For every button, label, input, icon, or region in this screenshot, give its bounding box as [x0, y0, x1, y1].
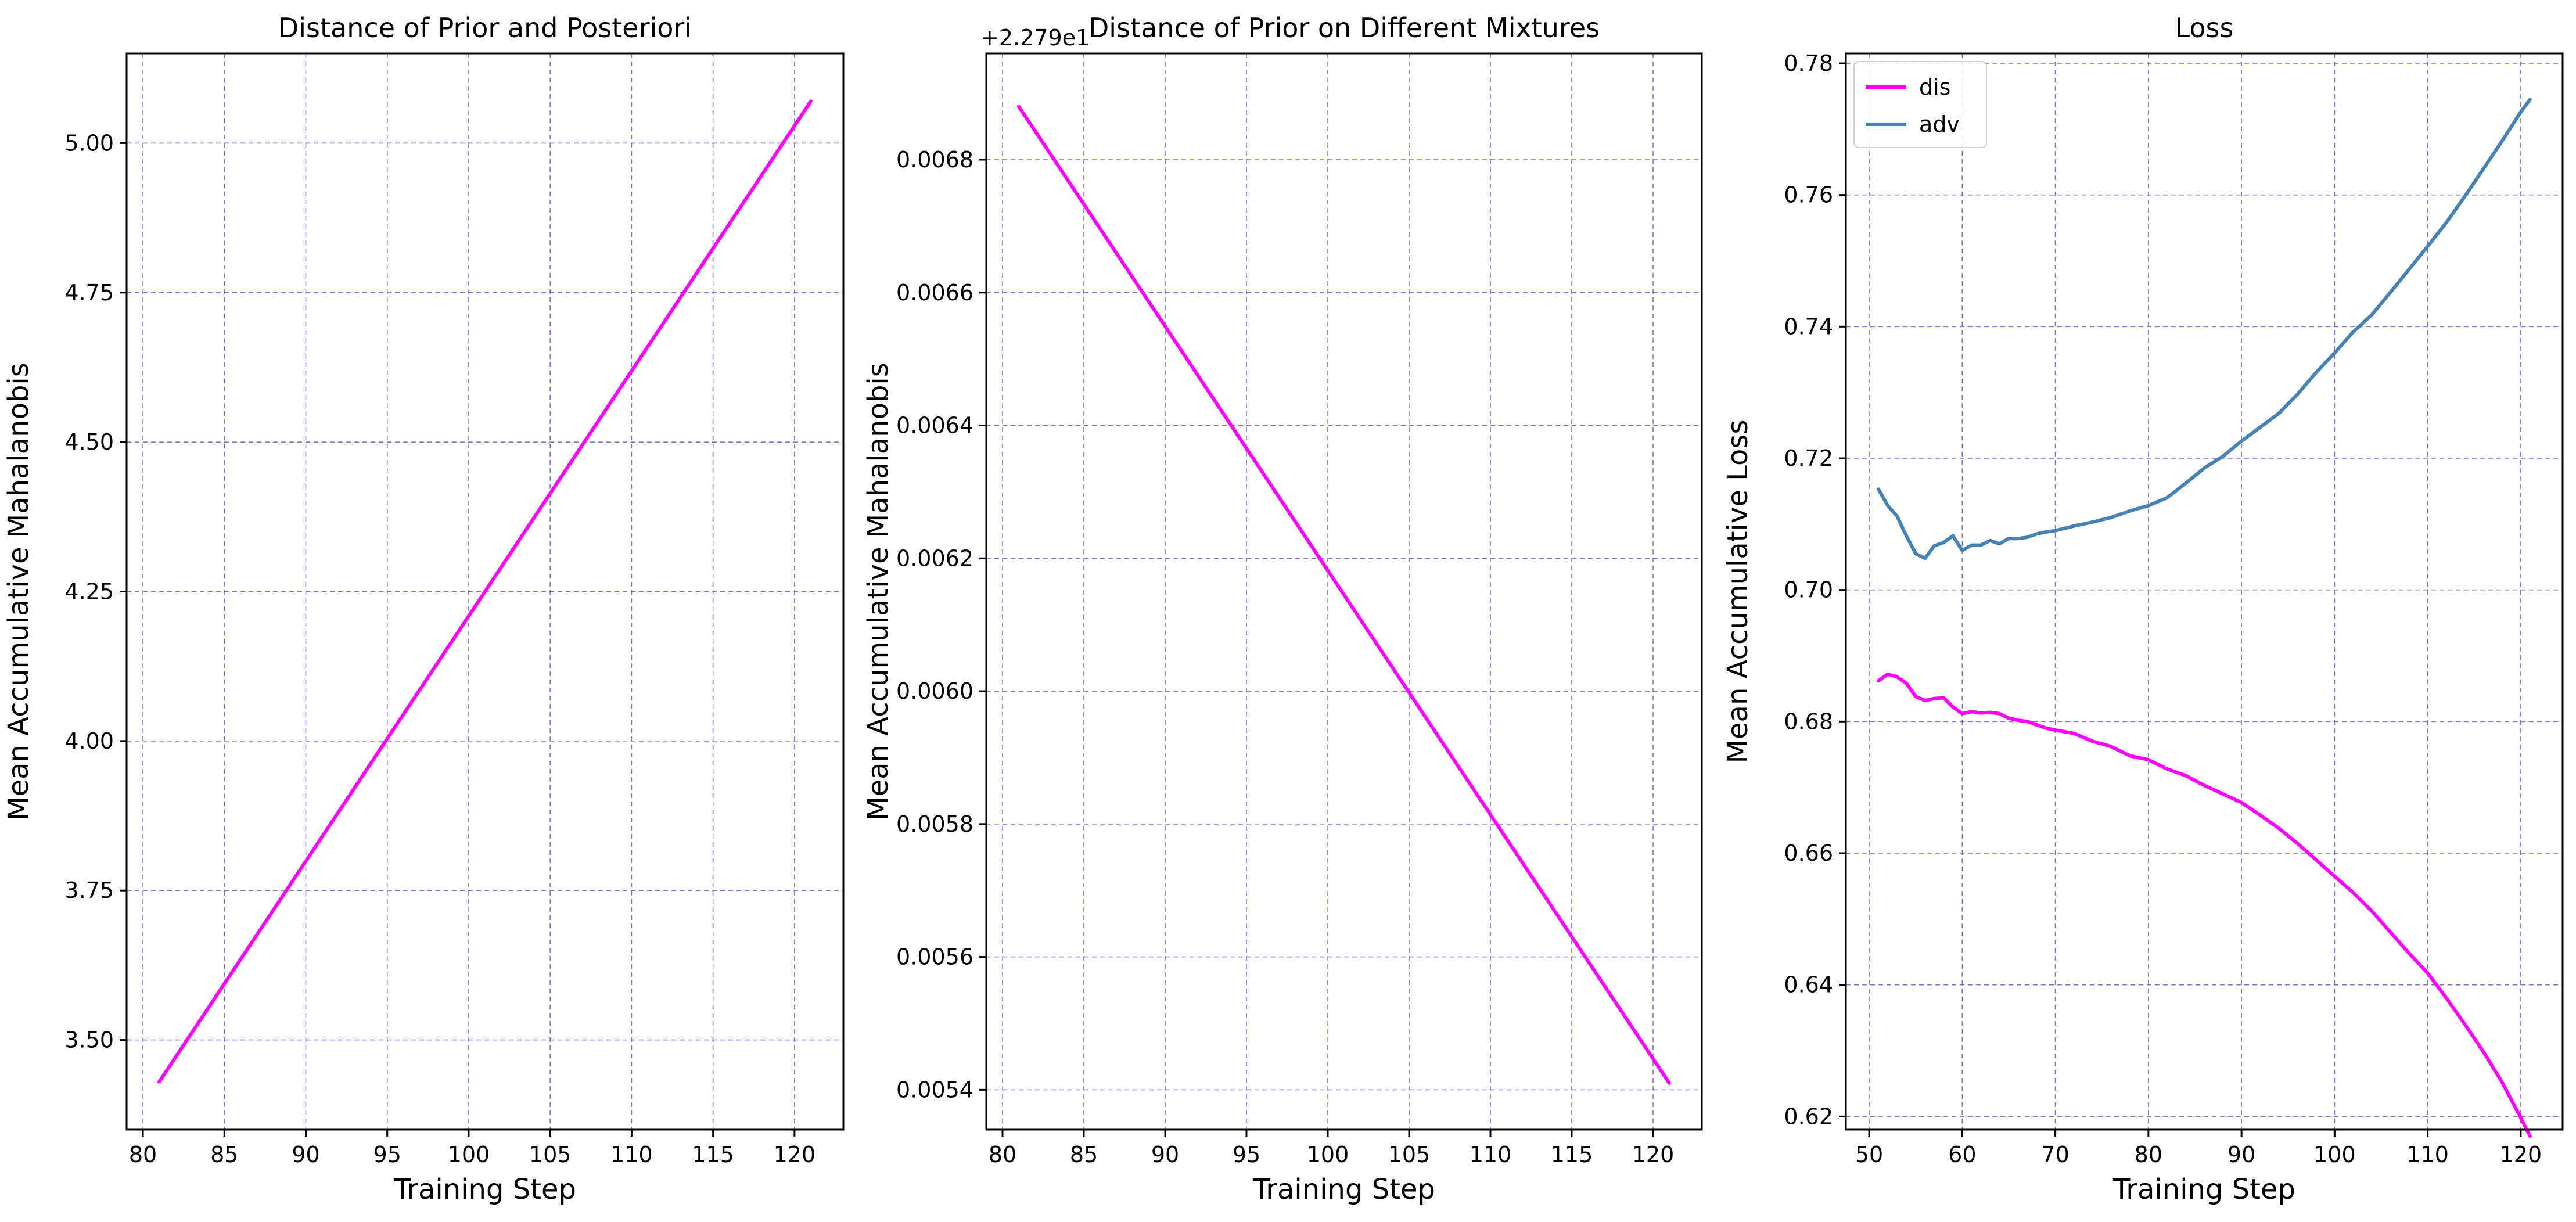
- x-tick-label: 115: [692, 1142, 734, 1167]
- x-tick-label: 120: [1632, 1142, 1675, 1167]
- x-tick-label: 70: [2041, 1142, 2069, 1167]
- y-axis-label: Mean Accumulative Loss: [1722, 420, 1754, 764]
- y-offset-text: +2.279e1: [980, 25, 1090, 51]
- y-tick-label: 0.68: [1784, 709, 1833, 734]
- y-tick-label: 0.64: [1784, 972, 1833, 998]
- y-tick-label: 0.0056: [896, 944, 973, 970]
- y-tick-label: 0.76: [1784, 182, 1833, 208]
- chart-panel-3: 50 60 70 80 90 100 110 120 0.62 0.64 0.66 0.68 0.70 0…: [1722, 12, 2563, 1206]
- x-tick-label: 80: [989, 1142, 1016, 1167]
- y-tick-label: 3.50: [64, 1027, 114, 1053]
- y-tick-label: 0.72: [1784, 445, 1833, 471]
- y-tick-label: 0.0064: [896, 413, 973, 439]
- series-line-dis: [1878, 674, 2530, 1137]
- y-axis-label: Mean Accumulative Mahalanobis: [2, 362, 35, 821]
- x-tick-label: 50: [1855, 1142, 1883, 1167]
- legend-label-dis: dis: [1919, 74, 1950, 100]
- chart-title: Distance of Prior on Different Mixtures: [1088, 12, 1600, 44]
- x-tick-label: 105: [529, 1142, 572, 1167]
- y-axis-label: Mean Accumulative Mahalanobis: [862, 362, 894, 821]
- y-tick-label: 4.50: [64, 429, 114, 455]
- x-tick-label: 80: [2135, 1142, 2162, 1167]
- x-axis-label: Training Step: [1252, 1173, 1435, 1206]
- x-tick-label: 100: [1307, 1142, 1349, 1167]
- x-tick-label: 120: [774, 1142, 816, 1167]
- x-tick-label: 120: [2500, 1142, 2542, 1167]
- x-tick-label: 110: [1470, 1142, 1512, 1167]
- y-tick-label: 0.0060: [896, 678, 973, 704]
- legend-label-adv: adv: [1919, 112, 1960, 137]
- x-tick-label: 90: [2227, 1142, 2255, 1167]
- series-line-adv: [1878, 99, 2530, 558]
- x-tick-label: 110: [610, 1142, 653, 1167]
- x-axis-label: Training Step: [393, 1173, 576, 1206]
- chart-title: Loss: [2175, 12, 2234, 44]
- y-tick-label: 4.25: [64, 579, 114, 605]
- y-tick-label: 0.0058: [896, 811, 973, 837]
- x-tick-label: 85: [210, 1142, 238, 1167]
- x-tick-label: 100: [448, 1142, 490, 1167]
- y-tick-label: 0.0054: [896, 1077, 973, 1102]
- y-tick-label: 4.00: [64, 728, 114, 754]
- x-tick-label: 115: [1551, 1142, 1593, 1167]
- y-tick-label: 0.62: [1784, 1104, 1833, 1129]
- legend: dis adv: [1854, 62, 1986, 148]
- y-tick-label: 0.0066: [896, 280, 973, 306]
- y-tick-label: 5.00: [64, 130, 114, 156]
- x-tick-label: 85: [1070, 1142, 1098, 1167]
- y-tick-label: 0.78: [1784, 51, 1833, 76]
- y-tick-label: 0.0062: [896, 545, 973, 571]
- x-tick-label: 95: [1233, 1142, 1260, 1167]
- x-tick-label: 90: [1151, 1142, 1179, 1167]
- y-tick-label: 0.66: [1784, 840, 1833, 866]
- x-tick-label: 90: [292, 1142, 319, 1167]
- x-tick-label: 105: [1388, 1142, 1431, 1167]
- y-tick-label: 3.75: [64, 878, 114, 903]
- chart-panel-2: 80 85 90 95 100 105 110 115 120 0.0054 0.0056 0.005…: [862, 12, 1702, 1206]
- x-tick-label: 80: [129, 1142, 157, 1167]
- y-tick-label: 0.70: [1784, 577, 1833, 603]
- y-tick-label: 0.0068: [896, 147, 973, 172]
- plot-frame: [1846, 53, 2563, 1130]
- x-tick-label: 60: [1948, 1142, 1976, 1167]
- chart-panel-1: 80 85 90 95 100 105 110 115 120 3.50 3.75 4.00 4.25 4…: [2, 12, 843, 1206]
- x-tick-label: 100: [2313, 1142, 2356, 1167]
- x-tick-label: 95: [373, 1142, 401, 1167]
- x-tick-label: 110: [2406, 1142, 2449, 1167]
- y-tick-label: 0.74: [1784, 314, 1833, 339]
- x-axis-label: Training Step: [2112, 1173, 2295, 1206]
- y-tick-label: 4.75: [64, 280, 114, 306]
- chart-title: Distance of Prior and Posteriori: [278, 12, 692, 44]
